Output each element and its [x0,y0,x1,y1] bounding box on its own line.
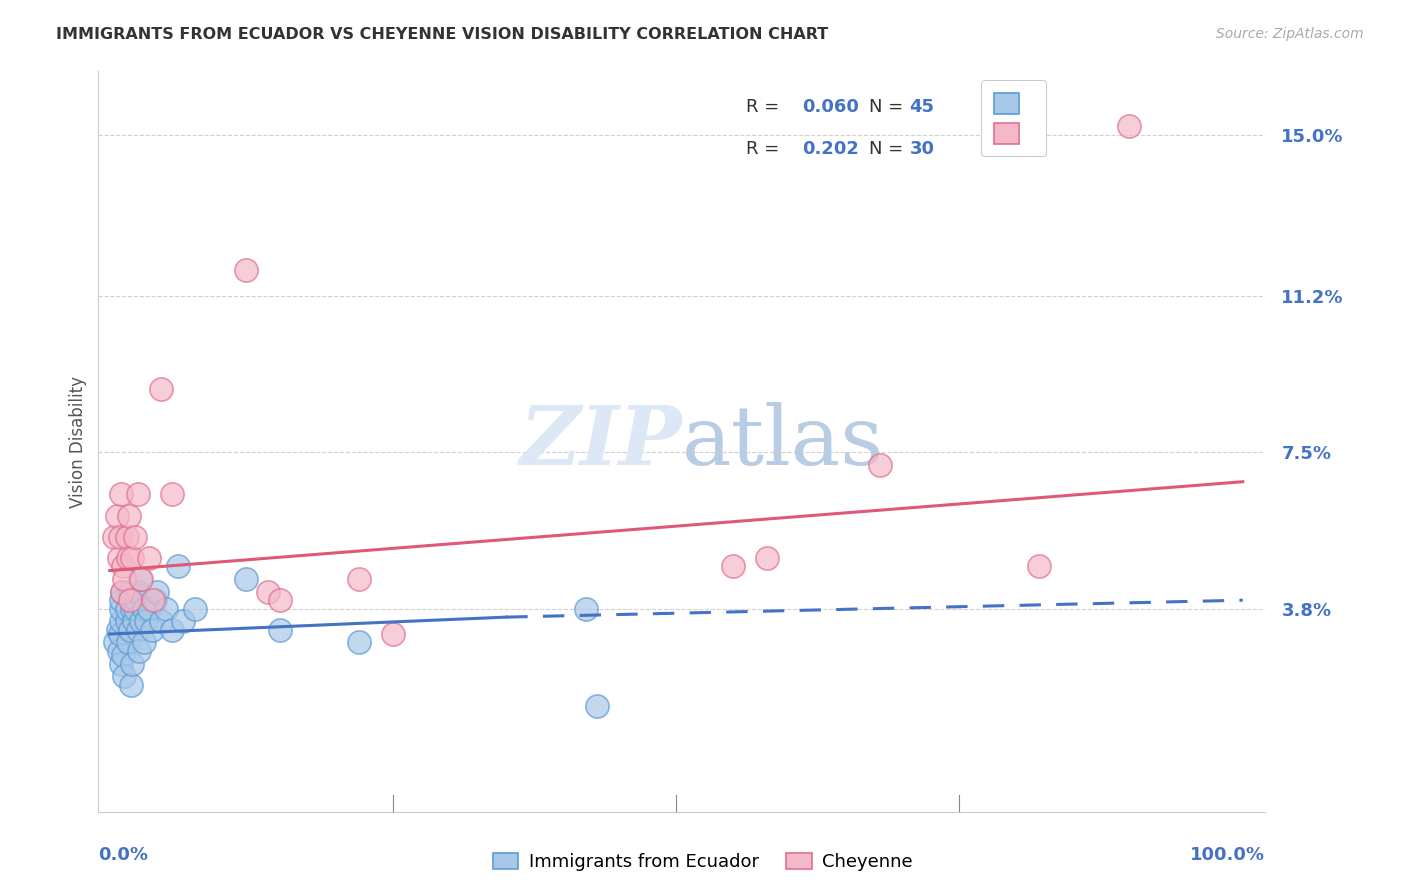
Point [143,593,166,607]
Point [142,593,165,607]
Text: IMMIGRANTS FROM ECUADOR VS CHEYENNE VISION DISABILITY CORRELATION CHART: IMMIGRANTS FROM ECUADOR VS CHEYENNE VISI… [56,27,828,42]
Point [110,487,132,501]
Text: atlas: atlas [682,401,884,482]
Point [269,623,291,637]
Point [131,572,153,586]
Point [108,550,131,565]
Point [146,584,169,599]
Text: 45: 45 [910,98,935,116]
Text: ZIP: ZIP [519,401,682,482]
Point [149,615,172,629]
Point [155,601,177,615]
Point [135,615,157,629]
Point [129,572,152,586]
Point [127,623,149,637]
Point [111,584,134,599]
Point [141,623,163,637]
Point [108,627,131,641]
Point [235,263,257,277]
Point [160,487,183,501]
Y-axis label: Vision Disability: Vision Disability [69,376,87,508]
Point [128,644,150,658]
Point [257,584,280,599]
Point [382,627,405,641]
Point [110,657,132,671]
Point [138,550,160,565]
Point [114,669,136,683]
Point [115,615,138,629]
Point [112,648,135,663]
Point [755,550,778,565]
Point [125,593,148,607]
Point [110,615,132,629]
Text: R =: R = [747,98,785,116]
Point [121,550,143,565]
Point [120,593,142,607]
Text: 0.202: 0.202 [801,140,859,158]
Point [1028,559,1050,574]
Point [172,615,194,629]
Point [160,623,183,637]
Legend: Immigrants from Ecuador, Cheyenne: Immigrants from Ecuador, Cheyenne [486,846,920,879]
Point [115,530,138,544]
Point [124,530,146,544]
Point [166,559,188,574]
Point [183,601,205,615]
Point [120,623,142,637]
Point [115,601,138,615]
Text: N =: N = [869,140,908,158]
Point [110,593,132,607]
Text: R =: R = [747,140,785,158]
Point [117,550,139,565]
Point [575,601,598,615]
Text: 100.0%: 100.0% [1191,846,1265,863]
Point [269,593,291,607]
Point [131,615,153,629]
Point [107,623,129,637]
Point [118,508,141,523]
Point [869,458,891,472]
Point [108,644,131,658]
Point [124,601,146,615]
Text: N =: N = [869,98,908,116]
Point [108,530,131,544]
Point [112,559,135,574]
Point [103,530,125,544]
Point [127,487,149,501]
Point [114,572,136,586]
Text: 0.060: 0.060 [801,98,859,116]
Point [149,382,172,396]
Point [347,572,370,586]
Legend: , : , [981,80,1046,156]
Point [121,657,143,671]
Point [1118,120,1140,134]
Point [117,635,139,649]
Point [132,635,155,649]
Point [347,635,370,649]
Point [138,601,160,615]
Text: 30: 30 [910,140,935,158]
Point [132,601,155,615]
Point [127,584,149,599]
Point [111,584,134,599]
Point [586,698,609,713]
Point [235,572,257,586]
Point [121,601,143,615]
Text: 0.0%: 0.0% [98,846,149,863]
Point [110,601,132,615]
Text: Source: ZipAtlas.com: Source: ZipAtlas.com [1216,27,1364,41]
Point [104,635,127,649]
Point [122,615,145,629]
Point [120,678,142,692]
Point [721,559,744,574]
Point [120,584,142,599]
Point [105,508,128,523]
